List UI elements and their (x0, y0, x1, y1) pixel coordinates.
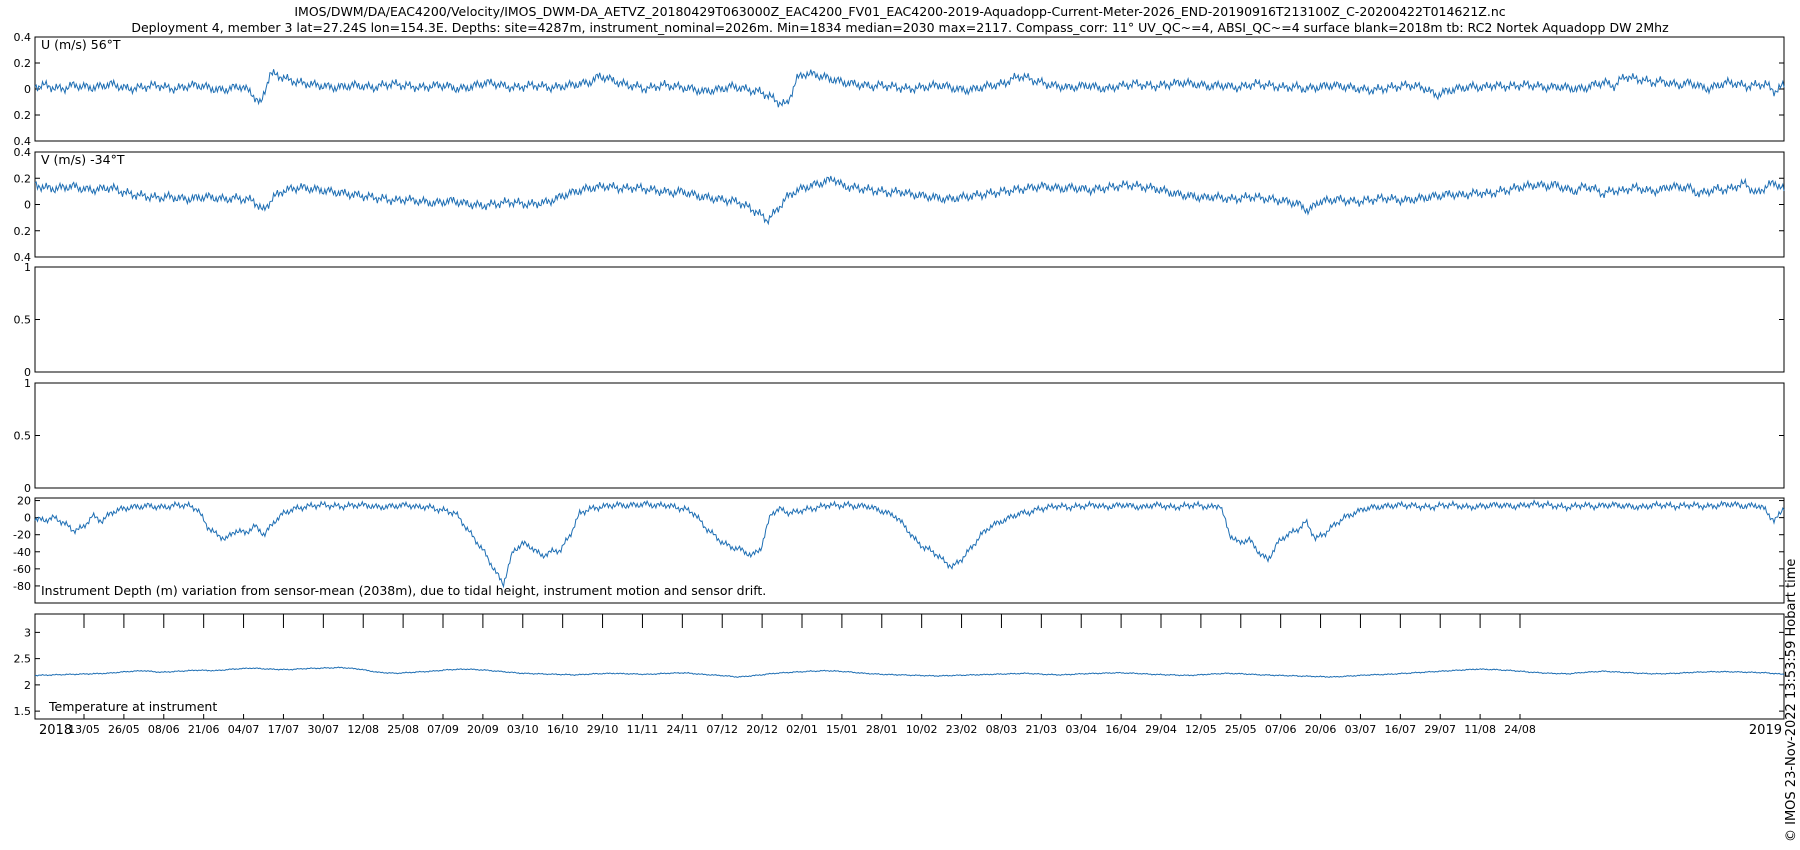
chart-title-filename: IMOS/DWM/DA/EAC4200/Velocity/IMOS_DWM-DA… (294, 4, 1506, 19)
y-tick-label: 1 (24, 261, 31, 274)
plot-frame (34, 151, 1785, 258)
y-tick-label: 0 (24, 512, 31, 525)
x-tick-label: 20/12 (746, 723, 778, 736)
x-tick-label: 03/04 (1065, 723, 1097, 736)
panel-label: V (m/s) -34°T (41, 152, 125, 167)
x-tick-label: 21/03 (1025, 723, 1057, 736)
panel-1: 0.4 0.2 0 0.2 0.4 U (m/s) 56°T (14, 31, 1785, 148)
x-tick-label: 08/03 (986, 723, 1018, 736)
panel-5: 20 0 -20 -40 -60 -80 Instrument Depth (m) vari… (13, 495, 1785, 604)
y-tick-label: 1.5 (14, 705, 32, 718)
series-line-1 (34, 666, 1785, 678)
x-tick-label: 04/07 (228, 723, 260, 736)
x-tick-label: 20/09 (467, 723, 499, 736)
y-tick-label: 3 (24, 626, 31, 639)
x-tick-label: 17/07 (268, 723, 300, 736)
x-tick-label: 28/01 (866, 723, 898, 736)
panel-label: Instrument Depth (m) variation from sens… (41, 583, 766, 598)
panel-label: U (m/s) 56°T (41, 37, 121, 52)
y-tick-label: 0.4 (14, 135, 32, 148)
chart-title-metadata: Deployment 4, member 3 lat=27.24S lon=15… (131, 20, 1669, 35)
y-tick-label: 0.4 (14, 146, 32, 159)
y-tick-label: -80 (13, 580, 31, 593)
x-tick-label: 23/02 (946, 723, 978, 736)
y-tick-label: 0 (24, 199, 31, 212)
x-tick-label: 26/05 (108, 723, 140, 736)
x-tick-label: 29/10 (587, 723, 619, 736)
panel-2: 0.4 0.2 0 0.2 0.4 V (m/s) -34°T (14, 146, 1785, 264)
x-tick-label: 12/05 (1185, 723, 1217, 736)
x-tick-label: 30/07 (307, 723, 339, 736)
panel-3: 10.50 (14, 261, 1785, 379)
panel-label: Temperature at instrument (48, 699, 217, 714)
x-tick-label: 07/12 (706, 723, 738, 736)
x-year-start: 2018 (39, 723, 72, 738)
y-tick-label: 0.2 (14, 172, 32, 185)
y-tick-label: 2.5 (14, 653, 32, 666)
y-tick-label: 0.5 (14, 430, 32, 443)
x-tick-label: 29/04 (1145, 723, 1177, 736)
panel-4: 10.50 (14, 377, 1785, 495)
x-tick-label: 03/07 (1345, 723, 1377, 736)
y-tick-label: 0.2 (14, 57, 32, 70)
y-tick-label: -20 (13, 529, 31, 542)
series-line-1 (34, 499, 1785, 589)
plot-frame (34, 382, 1785, 489)
x-tick-label: 07/09 (427, 723, 459, 736)
x-tick-label: 25/05 (1225, 723, 1257, 736)
y-tick-label: 0 (24, 482, 31, 495)
plot-frame (34, 613, 1785, 720)
x-tick-label: 11/08 (1464, 723, 1496, 736)
x-tick-label: 12/08 (347, 723, 379, 736)
y-tick-label: 0.2 (14, 109, 32, 122)
x-tick-label: 29/07 (1424, 723, 1456, 736)
x-year-end: 2019 (1749, 723, 1782, 738)
x-tick-label: 16/04 (1105, 723, 1137, 736)
x-tick-label: 11/11 (627, 723, 659, 736)
plot-frame (34, 266, 1785, 373)
x-tick-label: 10/02 (906, 723, 938, 736)
y-tick-label: 0 (24, 366, 31, 379)
y-tick-label: 0.4 (14, 31, 32, 44)
x-tick-label: 16/10 (547, 723, 579, 736)
x-tick-label: 25/08 (387, 723, 419, 736)
y-tick-label: 2 (24, 679, 31, 692)
x-tick-label: 03/10 (507, 723, 539, 736)
x-tick-label: 20/06 (1305, 723, 1337, 736)
series-line-1 (34, 69, 1785, 108)
y-tick-label: 0.2 (14, 225, 32, 238)
y-tick-label: -40 (13, 546, 31, 559)
y-tick-label: 20 (17, 495, 31, 508)
y-tick-label: 0.4 (14, 251, 32, 264)
x-tick-label: 13/05 (68, 723, 100, 736)
y-tick-label: -60 (13, 563, 31, 576)
plot-frame (34, 36, 1785, 142)
x-tick-label: 24/11 (666, 723, 698, 736)
x-tick-label: 21/06 (188, 723, 220, 736)
x-tick-label: 24/08 (1504, 723, 1536, 736)
x-tick-label: 02/01 (786, 723, 818, 736)
y-tick-label: 0.5 (14, 314, 32, 327)
y-tick-label: 0 (24, 83, 31, 96)
panel-6: 3 2.5 2 1.5 Temperature at instrument (14, 613, 1785, 720)
x-tick-label: 07/06 (1265, 723, 1297, 736)
x-tick-label: 15/01 (826, 723, 858, 736)
x-tick-label: 16/07 (1384, 723, 1416, 736)
x-axis: 13/05 26/05 08/06 21/06 04/07 17/07 30/07 12/08… (39, 614, 1782, 738)
plot-frame (34, 497, 1785, 604)
y-tick-label: 1 (24, 377, 31, 390)
series-line-1 (34, 175, 1785, 226)
x-tick-label: 08/06 (148, 723, 180, 736)
